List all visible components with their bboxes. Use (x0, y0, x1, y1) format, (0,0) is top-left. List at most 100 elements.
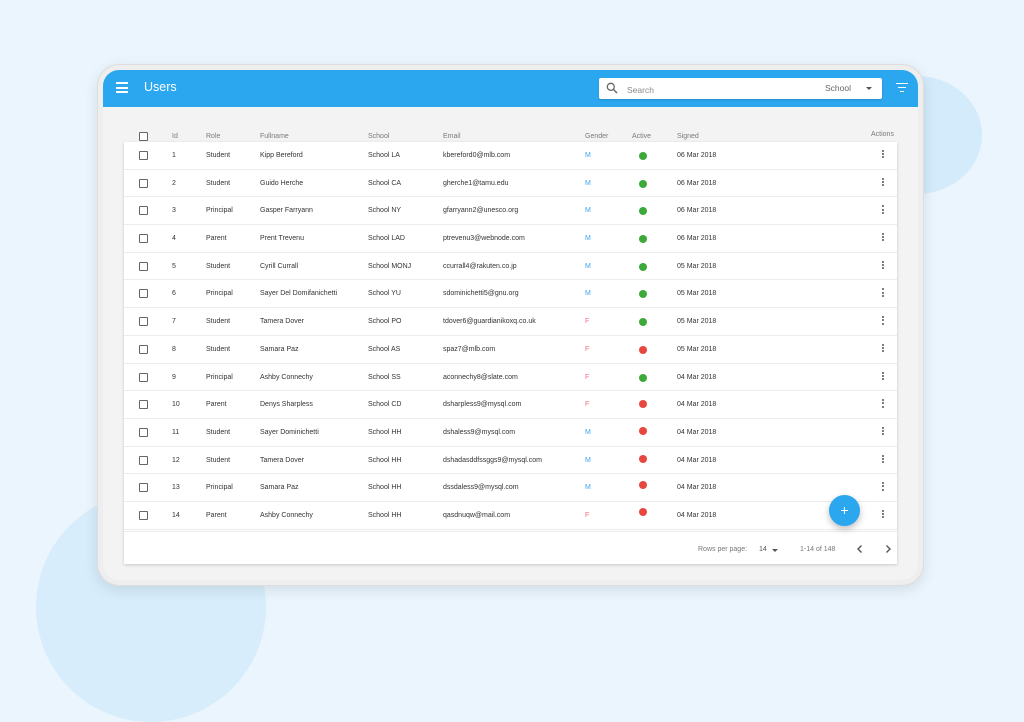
cell-gender: M (585, 152, 591, 159)
search-icon[interactable] (606, 82, 618, 94)
row-checkbox[interactable] (139, 317, 148, 327)
more-vert-icon[interactable] (880, 316, 886, 328)
cell-school: School MONJ (368, 262, 412, 270)
more-vert-icon[interactable] (880, 399, 886, 411)
cell-school: School PO (368, 318, 402, 326)
row-checkbox[interactable] (139, 427, 148, 437)
column-header-fullname[interactable]: Fullname (260, 133, 289, 140)
cell-email: dsharpless9@mysql.com (443, 401, 522, 409)
table-row[interactable]: 3 Principal Gasper Farryann School NY gfarry… (124, 197, 897, 226)
table-row[interactable]: 5 Student Cyrill Currall School MONJ ccurral… (124, 253, 897, 281)
cell-gender: M (585, 235, 591, 243)
row-checkbox[interactable] (139, 400, 148, 410)
more-vert-icon[interactable] (880, 482, 886, 494)
cell-signed: 06 Mar 2018 (677, 235, 717, 243)
table-row[interactable]: 14 Parent Ashby Connechy School HH qasdnuqw@… (124, 502, 897, 530)
search-input[interactable] (625, 81, 819, 98)
row-checkbox[interactable] (139, 510, 148, 520)
table-row[interactable]: 1 Student Kipp Bereford School LA kbereford0… (124, 142, 897, 170)
more-vert-icon[interactable] (880, 233, 886, 245)
row-checkbox[interactable] (139, 455, 148, 465)
cell-gender: M (585, 484, 591, 492)
cell-fullname: Tamera Dover (260, 456, 304, 464)
more-vert-icon[interactable] (880, 426, 886, 439)
table-row[interactable]: 11 Student Sayer Dominichetti School HH dsha… (124, 419, 897, 447)
more-vert-icon[interactable] (880, 205, 886, 217)
table-row[interactable]: 13 Principal Samara Paz School HH dssdaless9… (124, 474, 897, 502)
column-header-id[interactable]: Id (172, 133, 178, 140)
cell-id: 12 (172, 456, 180, 464)
cell-fullname: Sayer Del Domifanichetti (260, 290, 338, 298)
cell-fullname: Samara Paz (260, 345, 299, 353)
column-header-active[interactable]: Active (632, 133, 652, 140)
row-checkbox[interactable] (139, 178, 148, 188)
chevron-right-icon[interactable] (883, 544, 893, 554)
cell-email: tdover6@guardianikoxq.co.uk (443, 318, 536, 326)
row-checkbox[interactable] (139, 289, 148, 299)
more-vert-icon[interactable] (880, 288, 886, 300)
add-user-button[interactable]: + (829, 495, 860, 526)
row-checkbox[interactable] (139, 206, 148, 216)
more-vert-icon[interactable] (880, 177, 886, 190)
cell-gender: M (585, 179, 591, 187)
chevron-left-icon[interactable] (855, 544, 865, 554)
column-header-role[interactable]: Role (206, 133, 221, 140)
cell-email: dssdaless9@mysql.com (443, 484, 519, 492)
column-header-school[interactable]: School (368, 133, 390, 140)
school-filter-select[interactable]: School (825, 78, 882, 99)
cell-fullname: Ashby Connechy (260, 373, 313, 381)
table-row[interactable]: 2 Student Guido Herche School CA gherche1@ta… (124, 170, 897, 198)
cell-id: 13 (172, 484, 180, 492)
cell-gender: F (585, 373, 590, 381)
cell-school: School LAD (368, 235, 405, 243)
more-vert-icon[interactable] (880, 260, 886, 273)
cell-school: School HH (368, 456, 402, 464)
cell-fullname: Samara Paz (260, 484, 299, 492)
cell-signed: 04 Mar 2018 (677, 373, 717, 381)
cell-id: 6 (172, 290, 176, 298)
cell-email: ptrevenu3@webnode.com (443, 235, 525, 243)
more-vert-icon[interactable] (880, 509, 886, 522)
rows-per-page-select[interactable]: 14 (759, 543, 781, 555)
table-row[interactable]: 7 Student Tamera Dover School PO tdover6@gua… (124, 308, 897, 336)
cell-id: 10 (172, 401, 180, 409)
table-row[interactable]: 12 Student Tamera Dover School HH dshadasddf… (124, 447, 897, 475)
row-checkbox[interactable] (139, 234, 148, 244)
active-status-dot (639, 400, 647, 409)
cell-email: kbereford0@mlb.com (443, 152, 511, 159)
cell-id: 11 (172, 428, 180, 436)
cell-fullname: Kipp Bereford (260, 152, 303, 159)
table-row[interactable]: 6 Principal Sayer Del Domifanichetti School… (124, 280, 897, 309)
row-checkbox[interactable] (139, 151, 148, 160)
filter-icon[interactable] (896, 83, 908, 93)
active-status-dot (639, 152, 647, 160)
menu-icon[interactable] (116, 82, 128, 94)
cell-signed: 04 Mar 2018 (677, 428, 717, 436)
column-header-signed[interactable]: Signed (677, 133, 699, 140)
cell-id: 7 (172, 318, 176, 326)
table-row[interactable]: 10 Parent Denys Sharpless School CD dsharple… (124, 391, 897, 419)
select-all-checkbox[interactable] (139, 132, 148, 141)
cell-gender: M (585, 428, 591, 436)
row-checkbox[interactable] (139, 261, 148, 271)
more-vert-icon[interactable] (880, 454, 886, 467)
more-vert-icon[interactable] (880, 150, 886, 162)
row-checkbox[interactable] (139, 483, 148, 493)
row-checkbox[interactable] (139, 344, 148, 354)
column-header-gender[interactable]: Gender (585, 133, 609, 140)
more-vert-icon[interactable] (880, 343, 886, 356)
cell-id: 3 (172, 207, 176, 215)
cell-id: 1 (172, 152, 176, 159)
cell-email: gherche1@tamu.edu (443, 179, 509, 187)
cell-school: School AS (368, 345, 401, 353)
table-row[interactable]: 9 Principal Ashby Connechy School SS aconnec… (124, 364, 897, 392)
app-screen: Users School Id Role Fullname S (103, 70, 918, 580)
cell-school: School LA (368, 152, 400, 159)
table-row[interactable]: 4 Parent Prent Trevenu School LAD ptrevenu3@… (124, 225, 897, 253)
more-vert-icon[interactable] (880, 371, 886, 384)
row-checkbox[interactable] (139, 372, 148, 382)
table-row[interactable]: 8 Student Samara Paz School AS spaz7@mlb.com… (124, 336, 897, 364)
page-title: Users (144, 80, 177, 94)
cell-school: School SS (368, 373, 401, 381)
column-header-email[interactable]: Email (443, 133, 461, 140)
